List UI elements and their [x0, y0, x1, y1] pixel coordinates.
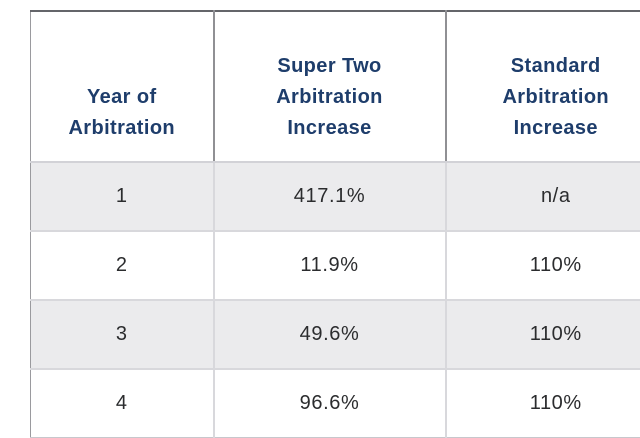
table-row: 2 11.9% 110% — [30, 230, 640, 300]
table-row: 4 96.6% 110% — [30, 368, 640, 438]
table-row: 3 49.6% 110% — [30, 299, 640, 369]
table-body: 1 417.1% n/a 2 11.9% 110% 3 49.6% 110% 4… — [30, 161, 640, 438]
table-cell-standard-increase: 110% — [445, 299, 640, 369]
table-header: Year of Arbitration Super Two Arbitratio… — [30, 11, 640, 163]
table-cell-super-two-increase: 96.6% — [213, 368, 447, 438]
header-row: Year of Arbitration Super Two Arbitratio… — [30, 11, 640, 163]
table-cell-year: 4 — [30, 368, 215, 438]
column-header-standard-arbitration-increase: Standard Arbitration Increase — [445, 11, 640, 163]
column-header-super-two-arbitration-increase: Super Two Arbitration Increase — [213, 11, 447, 163]
arbitration-increase-table: Year of Arbitration Super Two Arbitratio… — [30, 10, 640, 438]
table-cell-standard-increase: 110% — [445, 368, 640, 438]
table-cell-super-two-increase: 417.1% — [213, 161, 447, 231]
table-cell-year: 2 — [30, 230, 215, 300]
column-header-year-of-arbitration: Year of Arbitration — [30, 11, 215, 163]
table-cell-year: 3 — [30, 299, 215, 369]
table-cell-year: 1 — [30, 161, 215, 231]
table-cell-standard-increase: n/a — [445, 161, 640, 231]
table-row: 1 417.1% n/a — [30, 161, 640, 231]
table-cell-standard-increase: 110% — [445, 230, 640, 300]
table-cell-super-two-increase: 11.9% — [213, 230, 447, 300]
table-cell-super-two-increase: 49.6% — [213, 299, 447, 369]
